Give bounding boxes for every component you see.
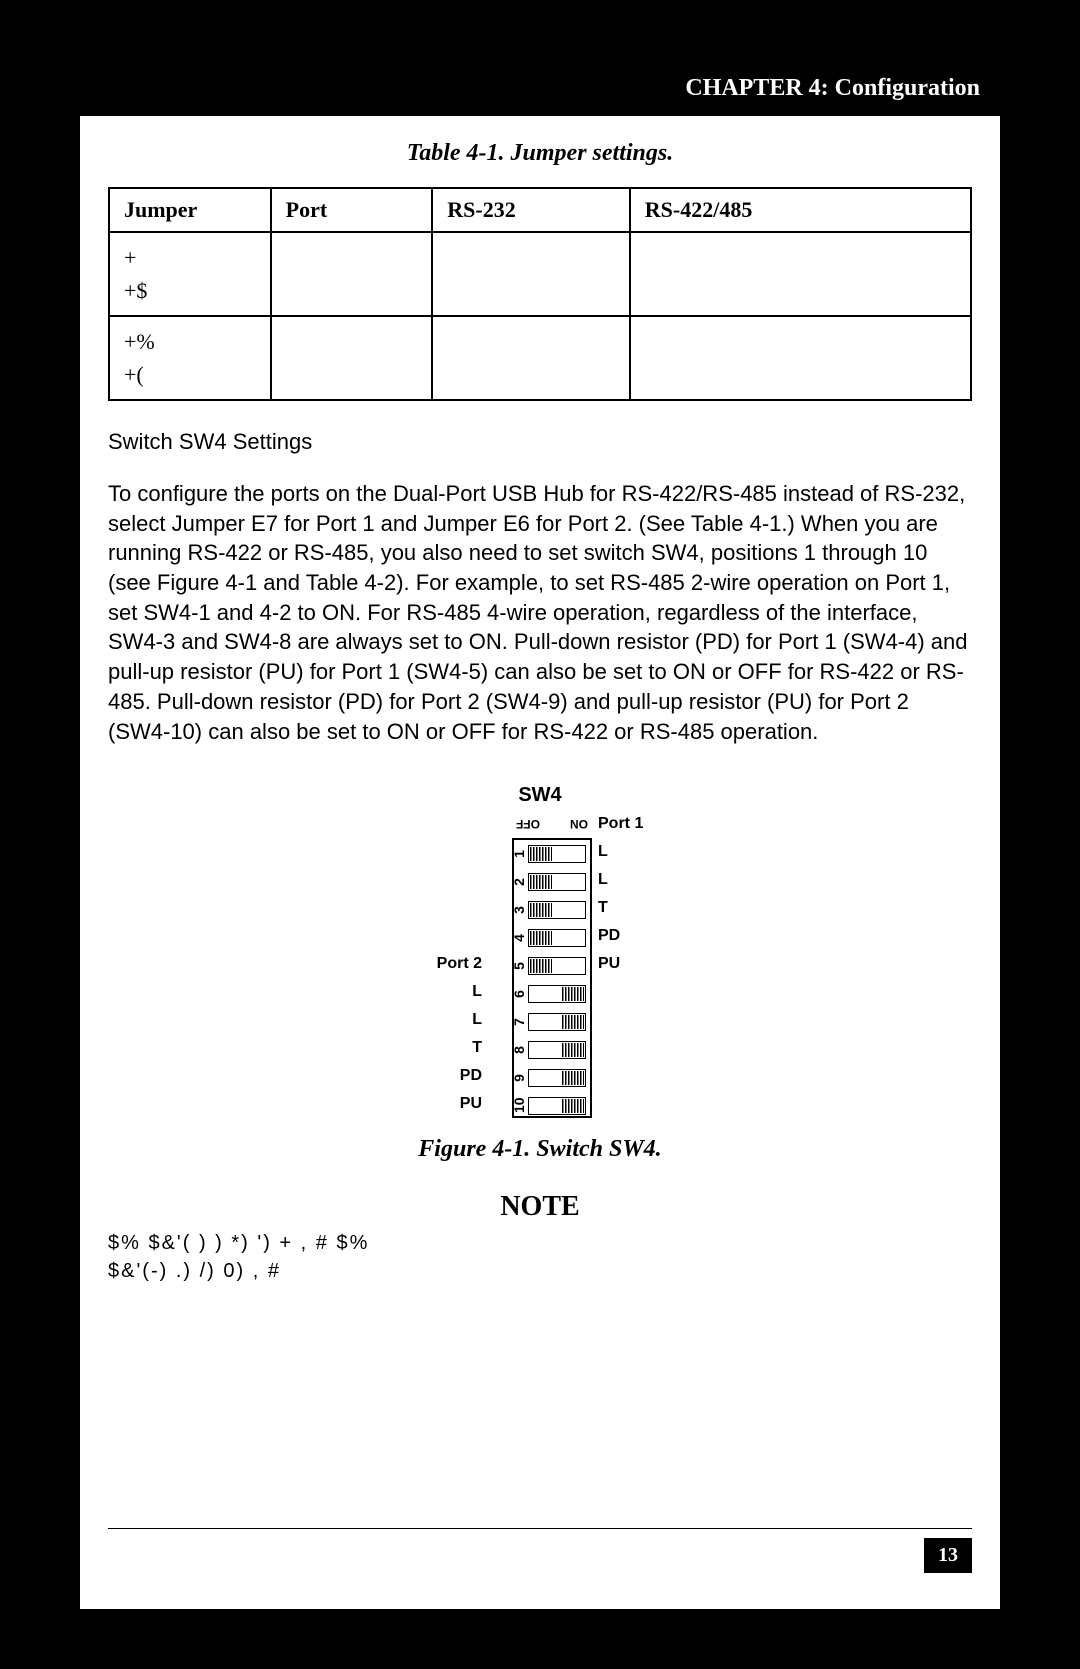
col-jumper: Jumper [109,188,271,232]
figure-caption: Figure 4-1. Switch SW4. [108,1136,972,1163]
switch-knob [562,1015,584,1029]
switch-row: 1 [514,840,590,868]
port1-label: Port 1 [592,815,652,833]
switch-number: 6 [511,987,527,1001]
switch-row: 6 [514,980,590,1008]
col-port: Port [271,188,433,232]
cell [432,316,630,400]
switch-knob [530,847,552,861]
note-heading: NOTE [108,1191,972,1223]
col-rs422: RS-422/485 [630,188,971,232]
table-caption: Table 4-1. Jumper settings. [108,140,972,167]
right-label: L [592,843,652,861]
switch-number: 4 [511,931,527,945]
col-rs232: RS-232 [432,188,630,232]
content-area: Table 4-1. Jumper settings. Jumper Port … [80,116,1000,1285]
note-line: $% $&'( ) ) *) ') + , # $% [108,1229,972,1257]
switch-slot [528,901,586,919]
cell [630,232,971,316]
switch-knob [530,931,552,945]
switch-slot [528,873,586,891]
switch-number: 2 [511,875,527,889]
switch-knob [530,875,552,889]
left-label: L [428,983,488,1001]
body-paragraph: To configure the ports on the Dual-Port … [108,479,972,746]
cell [271,316,433,400]
switch-row: 10 [514,1092,590,1120]
switch-slot [528,845,586,863]
switch-knob [530,959,552,973]
switch-row: 9 [514,1064,590,1092]
switch-knob [562,1099,584,1113]
sw4-title: SW4 [428,784,652,808]
left-label: T [428,1039,488,1057]
left-label: PU [428,1095,488,1113]
switch-number: 3 [511,903,527,917]
left-label: PD [428,1067,488,1085]
switch-row: 7 [514,1008,590,1036]
chapter-header: CHAPTER 4: Configuration [80,60,1000,116]
footer-rule [108,1528,972,1529]
sw4-diagram: SW4 Port 2 Port 1 OFF ON 1 2 3 4 5 6 7 8 9 10 L L… [108,782,972,1118]
note-line: $&'(-) .) /) 0) , # [108,1257,972,1285]
switch-knob [530,903,552,917]
switch-row: 2 [514,868,590,896]
cell: +% +( [109,316,271,400]
cell [432,232,630,316]
left-label: L [428,1011,488,1029]
switch-row: 3 [514,896,590,924]
switch-number: 8 [511,1043,527,1057]
jumper-settings-table: Jumper Port RS-232 RS-422/485 + +$ [108,187,972,401]
switch-number: 1 [511,847,527,861]
right-label: PU [592,955,652,973]
switch-number: 5 [511,959,527,973]
switch-slot [528,929,586,947]
cell: + +$ [109,232,271,316]
right-label: L [592,871,652,889]
page: CHAPTER 4: Configuration Table 4-1. Jump… [80,60,1000,1609]
switch-number: 10 [511,1099,527,1113]
on-label: ON [570,817,588,831]
switch-knob [562,1043,584,1057]
table-row: +% +( [109,316,971,400]
off-label: OFF [516,817,540,831]
switch-row: 8 [514,1036,590,1064]
page-number: 13 [924,1538,972,1573]
switch-knob [562,1071,584,1085]
switch-slot [528,985,586,1003]
section-subhead: Switch SW4 Settings [108,429,972,455]
switch-knob [562,987,584,1001]
switch-row: 5 [514,952,590,980]
chapter-title: CHAPTER 4: Configuration [685,75,980,102]
port2-label: Port 2 [428,955,488,973]
switch-slot [528,1013,586,1031]
switch-number: 9 [511,1071,527,1085]
table-header-row: Jumper Port RS-232 RS-422/485 [109,188,971,232]
switch-slot [528,1041,586,1059]
cell [271,232,433,316]
right-label: PD [592,927,652,945]
switch-slot [528,1069,586,1087]
switch-slot [528,1097,586,1115]
switch-number: 7 [511,1015,527,1029]
switch-body: 1 2 3 4 5 6 7 8 9 10 [512,838,592,1118]
switch-slot [528,957,586,975]
right-label: T [592,899,652,917]
table-row: + +$ [109,232,971,316]
cell [630,316,971,400]
switch-row: 4 [514,924,590,952]
